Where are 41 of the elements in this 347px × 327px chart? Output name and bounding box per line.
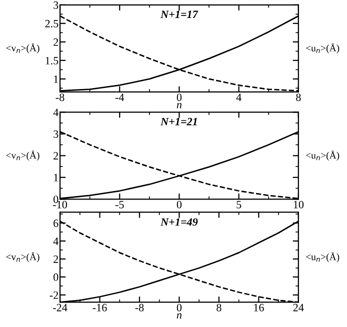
x-axis-title: n xyxy=(176,103,182,108)
y-axis-title: <v$_{n}$>(Å) xyxy=(6,43,40,54)
x-tick-label: 10 xyxy=(294,200,304,208)
y-tick-label: 3 xyxy=(54,130,58,138)
y-tick-label: 2 xyxy=(54,255,58,263)
y-tick-label: 1 xyxy=(54,75,58,83)
x-tick-label: 16 xyxy=(254,304,264,312)
y-tick-label: 4 xyxy=(53,108,58,116)
y-tick-label: 6 xyxy=(54,220,58,227)
x-tick-label: 0 xyxy=(176,200,182,208)
y-axis-title: <v$_{n}$>(Å) xyxy=(6,150,40,161)
y-tick-label: 1.5 xyxy=(46,56,58,64)
x-tick-label: -8 xyxy=(56,94,64,102)
x-tick-label: -8 xyxy=(135,304,144,312)
x-tick-label: 8 xyxy=(216,304,222,312)
x-tick-label: 4 xyxy=(236,94,242,101)
y-tick-label: 2 xyxy=(54,38,58,46)
annotation: N+1=17 xyxy=(160,10,198,18)
y-tick-label: 3 xyxy=(54,1,58,9)
y2-axis-title: <u$_{n}$>(Å) xyxy=(306,150,340,161)
x-tick-label: -4 xyxy=(115,94,124,101)
y2-axis-title: <u$_{n}$>(Å) xyxy=(306,43,340,54)
x-tick-label: 24 xyxy=(293,304,304,312)
x-axis-title: n xyxy=(176,313,182,319)
x-tick-label: 0 xyxy=(176,304,182,312)
annotation: N+1=21 xyxy=(160,118,197,126)
annotation: N+1=49 xyxy=(160,218,198,226)
y-axis-title: <v$_{n}$>(Å) xyxy=(6,252,40,262)
x-tick-label: -16 xyxy=(92,304,107,312)
y-tick-label: 0 xyxy=(54,273,58,281)
x-tick-label: 0 xyxy=(176,94,182,102)
x-tick-label: -24 xyxy=(53,304,68,312)
y-tick-label: 4 xyxy=(53,238,58,245)
y-tick-label: -2 xyxy=(50,291,58,299)
y-tick-label: 2.5 xyxy=(45,20,58,28)
y-tick-label: 1 xyxy=(54,174,58,182)
x-tick-label: 8 xyxy=(296,94,301,102)
x-tick-label: -5 xyxy=(115,200,124,208)
y2-axis-title: <u$_{n}$>(Å) xyxy=(306,252,340,262)
x-tick-label: 5 xyxy=(236,200,242,208)
y-tick-label: 2 xyxy=(54,152,58,160)
